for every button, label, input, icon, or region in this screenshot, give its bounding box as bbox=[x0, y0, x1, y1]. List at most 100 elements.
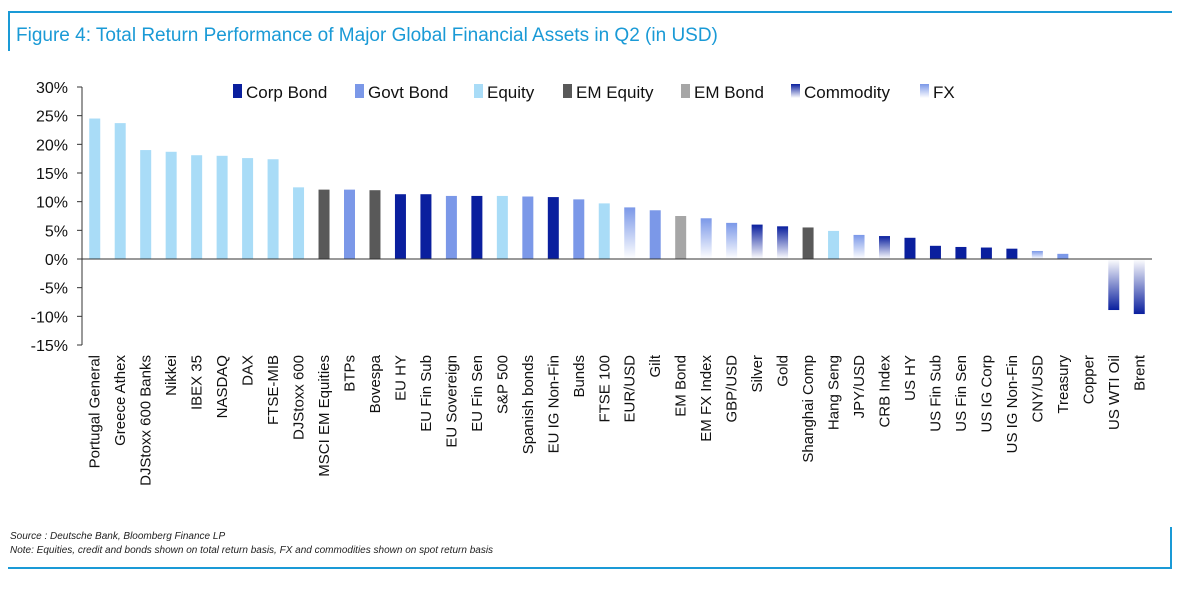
bar-em-bond bbox=[675, 216, 687, 259]
bar-msci-em-equities bbox=[318, 189, 330, 259]
bar-silver bbox=[751, 224, 763, 259]
bar-us-ig-corp bbox=[980, 247, 992, 259]
x-tick-label: DJStoxx 600 bbox=[291, 355, 308, 440]
bar-djstoxx-600-banks bbox=[140, 150, 152, 259]
legend-label: Equity bbox=[487, 83, 535, 102]
legend-item-em-equity: EM Equity bbox=[563, 83, 654, 102]
legend-label: Corp Bond bbox=[246, 83, 327, 102]
x-tick-label: EU HY bbox=[392, 355, 409, 401]
x-axis-labels: Portugal General Greece Athex DJStoxx 600 … bbox=[87, 354, 1149, 486]
x-tick-label: Bovespa bbox=[367, 354, 384, 413]
bar-ftse-100 bbox=[598, 203, 610, 259]
legend-label: Govt Bond bbox=[368, 83, 448, 102]
y-tick-label: -15% bbox=[31, 338, 68, 355]
source-note: Source : Deutsche Bank, Bloomberg Financ… bbox=[10, 531, 226, 542]
x-tick-label: Shanghai Comp bbox=[800, 355, 817, 463]
bar-eu-hy bbox=[394, 194, 406, 259]
y-tick-label: 30% bbox=[36, 80, 68, 97]
y-axis: -15% -10% -5% 0% 5% 10% 15% 20% 25% 30% bbox=[31, 80, 83, 355]
bars bbox=[89, 118, 1145, 315]
legend-swatch bbox=[563, 84, 572, 98]
bar-spanish-bonds bbox=[522, 196, 534, 259]
x-tick-label: Treasury bbox=[1055, 355, 1072, 414]
bar-chart: -15% -10% -5% 0% 5% 10% 15% 20% 25% 30% Portugal … bbox=[31, 80, 1152, 486]
y-tick-label: 25% bbox=[36, 109, 68, 126]
y-tick-label: 20% bbox=[36, 137, 68, 154]
bar-us-wti-oil bbox=[1108, 259, 1120, 311]
x-tick-label: US IG Non-Fin bbox=[1004, 355, 1021, 453]
x-tick-label: US Fin Sen bbox=[953, 355, 970, 432]
bar-crb-index bbox=[879, 236, 890, 259]
footnote: Note: Equities, credit and bonds shown o… bbox=[10, 545, 494, 556]
x-tick-label: Spanish bonds bbox=[520, 355, 537, 454]
y-tick-label: 0% bbox=[45, 252, 68, 269]
bar-shanghai-comp bbox=[802, 227, 814, 259]
frame-left-rule bbox=[8, 11, 10, 51]
bar-bunds bbox=[573, 199, 585, 259]
bar-djstoxx-600 bbox=[293, 187, 305, 259]
y-tick-label: -5% bbox=[40, 281, 68, 298]
bar-treasury bbox=[1057, 253, 1069, 259]
x-tick-label: Brent bbox=[1131, 354, 1148, 391]
frame-bottom-rule bbox=[8, 567, 1172, 569]
y-tick-label: 5% bbox=[45, 223, 68, 240]
bar-eu-ig-non-fin bbox=[547, 197, 559, 259]
bar-gold bbox=[777, 226, 789, 259]
bar-gbp-usd bbox=[726, 222, 738, 259]
legend-swatch bbox=[355, 84, 364, 98]
legend-item-em-bond: EM Bond bbox=[681, 83, 764, 102]
x-tick-label: CRB Index bbox=[877, 355, 894, 428]
x-tick-label: EU Fin Sen bbox=[469, 355, 486, 432]
x-tick-label: Copper bbox=[1080, 355, 1097, 404]
figure-title: Figure 4: Total Return Performance of Ma… bbox=[16, 25, 718, 46]
x-tick-label: Gilt bbox=[647, 354, 664, 377]
legend-label: EM Bond bbox=[694, 83, 764, 102]
x-tick-label: Bunds bbox=[571, 355, 588, 398]
bar-cny-usd bbox=[1031, 250, 1043, 259]
x-tick-label: BTPs bbox=[342, 355, 359, 392]
frame-right-rule bbox=[1170, 527, 1172, 569]
bar-hang-seng bbox=[828, 230, 840, 259]
legend-item-commodity: Commodity bbox=[791, 83, 890, 102]
legend-label: EM Equity bbox=[576, 83, 654, 102]
bar-nasdaq bbox=[216, 155, 228, 259]
legend-swatch bbox=[474, 84, 483, 98]
bar-eu-sovereign bbox=[445, 195, 457, 259]
x-tick-label: EM FX Index bbox=[698, 355, 715, 442]
bar-us-fin-sub bbox=[929, 245, 941, 259]
x-tick-label: EUR/USD bbox=[622, 355, 639, 423]
bar-jpy-usd bbox=[853, 234, 865, 259]
bar-em-fx-index bbox=[700, 218, 712, 259]
x-tick-label: EU Sovereign bbox=[443, 355, 460, 448]
x-tick-label: IBEX 35 bbox=[189, 355, 206, 410]
x-tick-label: JPY/USD bbox=[851, 355, 868, 419]
bar-sandp-500 bbox=[496, 195, 508, 259]
legend-swatch bbox=[233, 84, 242, 98]
x-tick-label: US Fin Sub bbox=[927, 355, 944, 432]
legend: Corp Bond Govt Bond Equity EM Equity EM Bond… bbox=[233, 83, 955, 102]
legend-swatch bbox=[681, 84, 690, 98]
legend-swatch bbox=[791, 84, 800, 98]
bar-greece-athex bbox=[114, 123, 126, 260]
legend-item-fx: FX bbox=[920, 83, 955, 102]
x-tick-label: MSCI EM Equities bbox=[316, 355, 333, 477]
x-tick-label: Hang Seng bbox=[826, 355, 843, 430]
x-tick-label: Greece Athex bbox=[112, 355, 129, 446]
frame-top-rule bbox=[8, 11, 1172, 13]
bar-gilt bbox=[649, 210, 661, 259]
bar-brent bbox=[1133, 259, 1145, 315]
y-tick-label: 15% bbox=[36, 166, 68, 183]
y-tick-label: -10% bbox=[31, 309, 68, 326]
bar-btps bbox=[344, 189, 355, 259]
x-tick-label: S&P 500 bbox=[494, 355, 511, 414]
legend-item-govt-bond: Govt Bond bbox=[355, 83, 448, 102]
y-tick-label: 10% bbox=[36, 195, 68, 212]
x-tick-label: EU Fin Sub bbox=[418, 355, 435, 432]
bar-eur-usd bbox=[624, 207, 636, 259]
bar-ftse-mib bbox=[267, 159, 279, 259]
x-tick-label: CNY/USD bbox=[1029, 355, 1046, 423]
bar-us-fin-sen bbox=[955, 246, 967, 259]
x-tick-label: EM Bond bbox=[673, 355, 690, 417]
bar-bovespa bbox=[369, 190, 381, 259]
x-tick-label: US WTI Oil bbox=[1106, 355, 1123, 430]
